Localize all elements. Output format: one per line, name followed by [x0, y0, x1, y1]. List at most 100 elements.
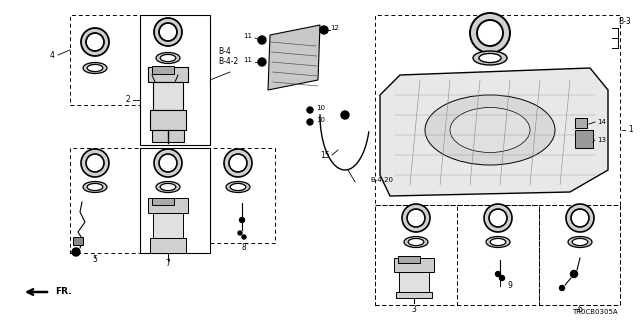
Polygon shape: [380, 68, 608, 196]
Circle shape: [224, 149, 252, 177]
Bar: [150, 110, 186, 130]
Bar: [375, 205, 457, 305]
Text: TR0CB0305A: TR0CB0305A: [572, 309, 618, 315]
Text: 10: 10: [316, 105, 325, 111]
Circle shape: [159, 154, 177, 172]
Text: FR.: FR.: [55, 287, 72, 297]
Circle shape: [571, 209, 589, 227]
Circle shape: [320, 26, 328, 34]
Circle shape: [484, 204, 512, 232]
Ellipse shape: [572, 238, 588, 245]
Bar: [399, 272, 429, 294]
Circle shape: [559, 285, 564, 291]
Circle shape: [242, 235, 246, 239]
Circle shape: [402, 204, 430, 232]
Bar: [70, 15, 140, 105]
Ellipse shape: [156, 52, 180, 63]
Bar: [153, 213, 183, 238]
Ellipse shape: [226, 181, 250, 193]
Ellipse shape: [479, 53, 501, 62]
Circle shape: [72, 248, 80, 256]
Circle shape: [407, 209, 425, 227]
Ellipse shape: [404, 236, 428, 247]
Ellipse shape: [83, 181, 107, 193]
Text: 2: 2: [125, 95, 130, 105]
Bar: [375, 15, 620, 205]
Text: 3: 3: [412, 306, 417, 315]
Circle shape: [159, 23, 177, 41]
Bar: [152, 198, 174, 205]
Circle shape: [341, 111, 349, 119]
Circle shape: [470, 13, 510, 53]
Circle shape: [489, 209, 507, 227]
Bar: [140, 148, 210, 253]
Ellipse shape: [87, 64, 103, 72]
Ellipse shape: [425, 95, 555, 165]
Bar: [150, 238, 186, 253]
Text: 8: 8: [242, 244, 247, 252]
Text: 6: 6: [577, 306, 582, 315]
Bar: [539, 205, 620, 305]
Ellipse shape: [486, 236, 510, 247]
Circle shape: [307, 107, 313, 113]
Bar: [70, 148, 140, 253]
Circle shape: [258, 36, 266, 44]
Circle shape: [229, 154, 247, 172]
Text: B-4-2: B-4-2: [218, 58, 238, 67]
Circle shape: [258, 58, 266, 66]
Text: B-4-20: B-4-20: [370, 177, 393, 183]
Circle shape: [477, 20, 503, 46]
Circle shape: [81, 28, 109, 56]
Ellipse shape: [490, 238, 506, 245]
Bar: [398, 256, 420, 263]
Circle shape: [86, 154, 104, 172]
Bar: [73, 237, 83, 245]
Ellipse shape: [87, 183, 103, 191]
Bar: [394, 258, 434, 272]
Ellipse shape: [408, 238, 424, 245]
Bar: [152, 130, 184, 142]
Circle shape: [154, 149, 182, 177]
Text: 1: 1: [628, 125, 633, 134]
Circle shape: [81, 149, 109, 177]
Circle shape: [239, 218, 244, 222]
Circle shape: [307, 119, 313, 125]
Text: 4: 4: [50, 51, 55, 60]
Circle shape: [86, 33, 104, 51]
Ellipse shape: [473, 51, 507, 65]
Text: 14: 14: [597, 119, 606, 125]
Text: 9: 9: [508, 281, 513, 290]
Text: 7: 7: [166, 259, 170, 268]
Bar: [457, 205, 539, 305]
Text: B-4: B-4: [218, 47, 231, 57]
Text: 11: 11: [243, 57, 252, 63]
Ellipse shape: [156, 181, 180, 193]
Bar: [575, 130, 593, 148]
Bar: [575, 118, 587, 128]
Text: 12: 12: [330, 25, 339, 31]
Circle shape: [154, 18, 182, 46]
Bar: [375, 205, 620, 305]
Polygon shape: [268, 25, 320, 90]
Ellipse shape: [160, 183, 176, 191]
Ellipse shape: [230, 183, 246, 191]
Ellipse shape: [160, 54, 176, 61]
Bar: [152, 66, 174, 74]
Bar: [148, 67, 188, 82]
Bar: [396, 292, 432, 298]
Text: 13: 13: [597, 137, 606, 143]
Circle shape: [566, 204, 594, 232]
Circle shape: [499, 276, 504, 281]
Bar: [140, 15, 210, 145]
Bar: [153, 82, 183, 110]
Text: 5: 5: [93, 255, 97, 265]
Bar: [148, 198, 188, 213]
Circle shape: [238, 231, 242, 235]
Ellipse shape: [450, 108, 530, 153]
Bar: [210, 148, 275, 243]
Ellipse shape: [568, 236, 592, 247]
Text: 15: 15: [321, 150, 330, 159]
Circle shape: [495, 271, 500, 276]
Circle shape: [570, 270, 577, 277]
Ellipse shape: [83, 62, 107, 74]
